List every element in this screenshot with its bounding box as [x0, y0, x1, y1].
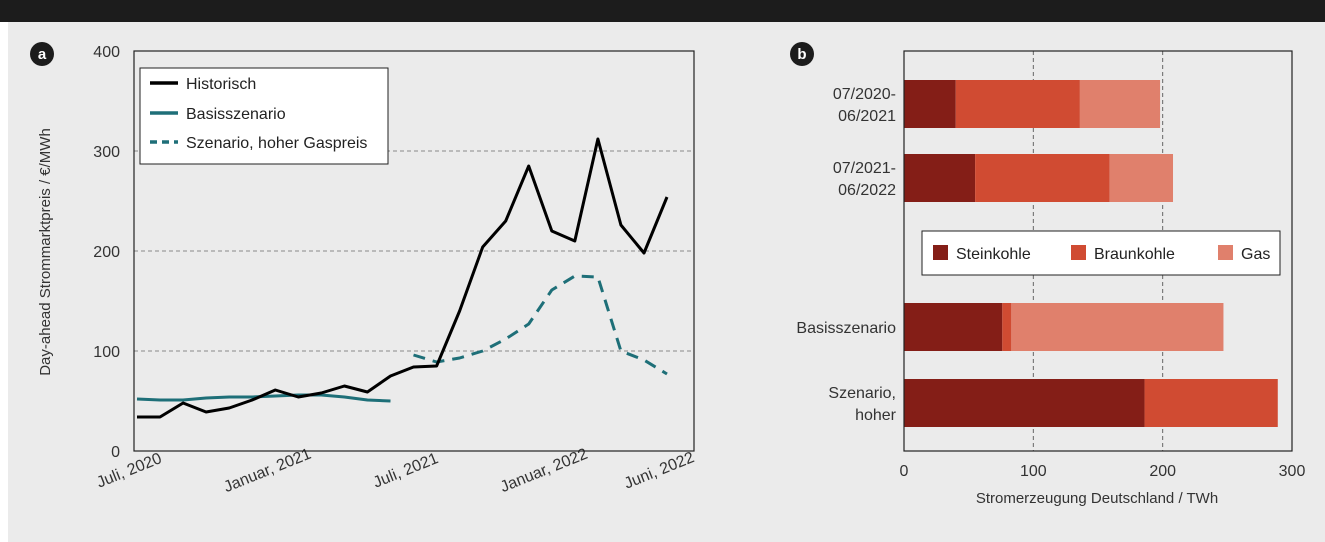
bar-segment-braunkohle: [1144, 379, 1278, 427]
panel-a-y-tick-label: 100: [93, 344, 120, 361]
panel-a-y-tick-label: 300: [93, 144, 120, 161]
panel-a-legend: Historisch Basisszenario Szenario, hoher…: [139, 67, 389, 165]
panel-a-x-tick-label: Januar, 2022: [498, 446, 590, 496]
panel-b-category-label: 07/2020-: [833, 86, 896, 103]
bar-segment-gas: [1011, 303, 1224, 351]
panel-a-frame: [133, 50, 695, 452]
panel-a-y-tick-label: 200: [93, 244, 120, 261]
panel-b-category-label: Basisszenario: [796, 320, 896, 337]
legend-gas-swatch: [1218, 245, 1233, 260]
bar-segment-steinkohle: [904, 80, 956, 128]
bar-segment-gas: [1109, 154, 1174, 202]
panel-b-category-label: 06/2021: [838, 108, 896, 125]
bar-segment-braunkohle: [1002, 303, 1012, 351]
legend-gas-label: Gas: [1241, 246, 1270, 263]
panel-b-frame: [903, 50, 1293, 452]
panel-a-x-tick-label: Juni, 2022: [622, 449, 697, 492]
panel-b-category-label: hoher: [855, 407, 897, 424]
panel-a-x-tick-label: Juli, 2021: [371, 450, 441, 491]
panel-b: b 07/2020- 06/2021 07/2021- 06/2022 Basissze…: [790, 42, 1305, 507]
bar-segment-braunkohle: [955, 80, 1080, 128]
legend-braunkohle-label: Braunkohle: [1094, 246, 1175, 263]
panel-a-badge: [30, 42, 54, 66]
panel-b-legend: Steinkohle Braunkohle Gas: [921, 230, 1281, 276]
panel-a-x-tick-label: Januar, 2021: [221, 446, 313, 496]
panel-a: a Day-ahead Strommarktpreis / €/MWh 0 100…: [30, 42, 697, 496]
bar-segment-gas: [1079, 80, 1161, 128]
legend-braunkohle-swatch: [1071, 245, 1086, 260]
panel-b-x-axis-title: Stromerzeugung Deutschland / TWh: [976, 490, 1218, 507]
legend-steinkohle-label: Steinkohle: [956, 246, 1031, 263]
bar-segment-steinkohle: [904, 379, 1145, 427]
panel-a-y-tick-label: 400: [93, 44, 120, 61]
panel-b-category-label: 06/2022: [838, 182, 896, 199]
bar-segment-steinkohle: [904, 303, 1003, 351]
panel-b-x-tick-label: 200: [1149, 463, 1176, 480]
panel-b-category-label: 07/2021-: [833, 160, 896, 177]
panel-a-badge-label: a: [38, 46, 47, 63]
panel-b-badge-label: b: [797, 46, 806, 63]
bar-segment-braunkohle: [975, 154, 1110, 202]
panel-b-x-tick-label: 100: [1020, 463, 1047, 480]
panel-a-x-tick-label: Juli, 2020: [94, 450, 164, 491]
series-line-szenario-hoher-gaspreis: [413, 274, 668, 376]
legend-hoher-gaspreis-label: Szenario, hoher Gaspreis: [186, 135, 367, 152]
series-line-historisch: [137, 137, 669, 419]
panel-a-legend-box: [139, 67, 389, 165]
top-bar: [0, 0, 1325, 22]
panel-a-y-axis-title: Day-ahead Strommarktpreis / €/MWh: [37, 128, 54, 376]
legend-basisszenario-label: Basisszenario: [186, 106, 286, 123]
panel-b-x-tick-label: 0: [900, 463, 909, 480]
panel-a-y-tick-label: 0: [111, 444, 120, 461]
legend-steinkohle-swatch: [933, 245, 948, 260]
panel-b-x-tick-label: 300: [1279, 463, 1306, 480]
legend-historisch-label: Historisch: [186, 76, 256, 93]
bar-segment-steinkohle: [904, 154, 976, 202]
panel-b-badge: [790, 42, 814, 66]
panel-b-category-label: Szenario,: [828, 385, 896, 402]
